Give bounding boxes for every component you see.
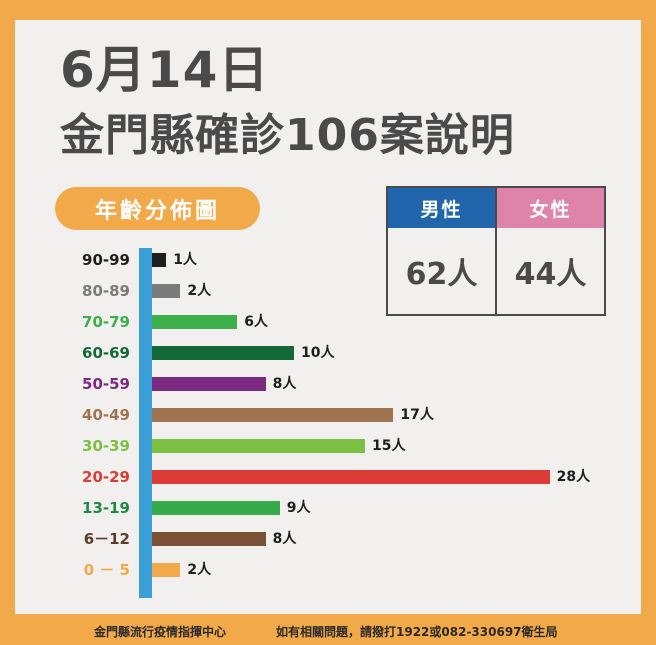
bar <box>152 315 238 329</box>
chart-row: 40-49 17人 <box>0 405 656 425</box>
chart-row: 6－12 8人 <box>0 529 656 549</box>
age-group-label: 40-49 <box>82 406 130 424</box>
bar-value-label: 1人 <box>173 252 197 268</box>
bar-value-label: 15人 <box>372 438 406 454</box>
bar-value-label: 2人 <box>187 562 212 578</box>
page-title: 金門縣確診106案說明 <box>60 110 515 161</box>
female-count: 44人 <box>514 257 587 292</box>
bar-value-label: 2人 <box>187 283 212 299</box>
bar <box>152 284 181 298</box>
bar-value-label: 8人 <box>272 376 297 392</box>
bar <box>152 439 365 453</box>
bar <box>152 253 167 267</box>
chart-row: 70-79 6人 <box>0 312 656 332</box>
male-column: 男性 62人 <box>388 188 495 314</box>
bar-value-label: 17人 <box>400 407 434 423</box>
female-column: 女性 44人 <box>495 188 604 314</box>
section-label-pill: 年齡分佈圖 <box>55 187 260 230</box>
male-header: 男性 <box>388 188 495 228</box>
bar <box>152 501 280 515</box>
bar-value-label: 8人 <box>272 531 297 547</box>
bar-value-label: 10人 <box>301 345 335 361</box>
footer-contact: 如有相關問題，請撥打1922或082-330697衛生局 <box>276 625 558 639</box>
age-group-label: 80-89 <box>82 282 130 300</box>
bar-value-label: 28人 <box>556 469 591 485</box>
bar-value-label: 9人 <box>286 500 311 516</box>
bar <box>152 563 181 577</box>
bar <box>152 408 394 422</box>
age-group-label: 13-19 <box>82 499 130 517</box>
age-group-label: 50-59 <box>82 375 130 393</box>
bar-value-label: 6人 <box>244 314 268 330</box>
chart-axis <box>139 248 152 598</box>
chart-row: 90-99 1人 <box>0 250 656 270</box>
footer-agency: 金門縣流行疫情指揮中心 <box>94 625 227 639</box>
chart-row: 0 － 5 2人 <box>0 560 656 580</box>
chart-row: 60-69 10人 <box>0 343 656 363</box>
footer: 金門縣流行疫情指揮中心 如有相關問題，請撥打1922或082-330697衛生局 <box>0 618 656 645</box>
age-group-label: 6－12 <box>83 530 130 548</box>
chart-row: 80-89 2人 <box>0 281 656 301</box>
date-title: 6月14日 <box>60 41 270 99</box>
male-count: 62人 <box>405 257 478 292</box>
bar <box>152 346 294 360</box>
age-group-label: 20-29 <box>82 468 130 486</box>
female-header: 女性 <box>497 188 604 228</box>
age-group-label: 60-69 <box>82 344 130 362</box>
content-panel <box>15 20 641 614</box>
age-group-label: 90-99 <box>82 251 130 269</box>
bar <box>152 470 550 484</box>
gender-table: 男性 62人 女性 44人 <box>386 186 606 316</box>
chart-row: 13-19 9人 <box>0 498 656 518</box>
bar <box>152 377 266 391</box>
chart-row: 30-39 15人 <box>0 436 656 456</box>
age-group-label: 30-39 <box>82 437 130 455</box>
chart-row: 50-59 8人 <box>0 374 656 394</box>
bar <box>152 532 266 546</box>
age-group-label: 70-79 <box>82 313 130 331</box>
chart-row: 20-29 28人 <box>0 467 656 487</box>
age-group-label: 0 － 5 <box>83 561 130 579</box>
